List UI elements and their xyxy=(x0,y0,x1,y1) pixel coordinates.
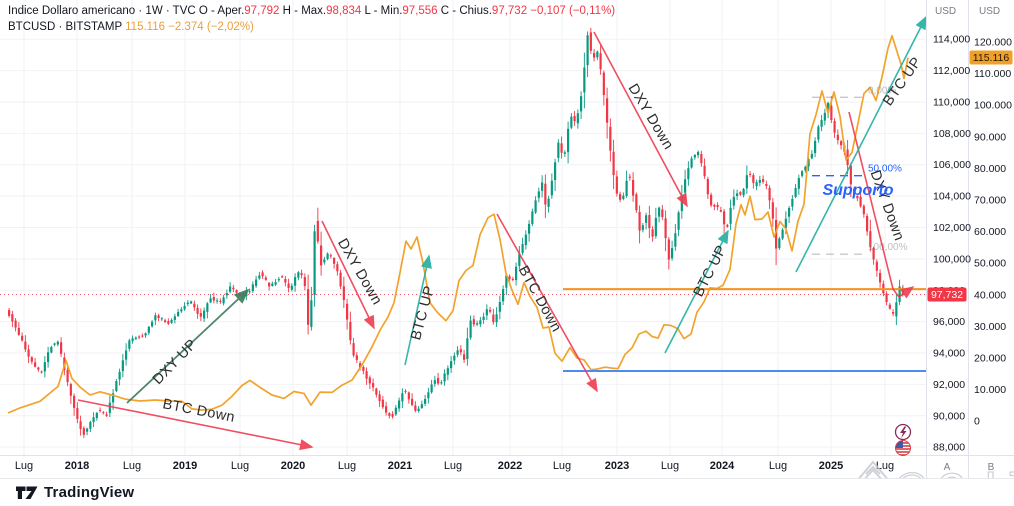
price-tick: 94,000 xyxy=(933,348,965,360)
time-tick: Lug xyxy=(661,460,679,472)
symbol-logos xyxy=(894,423,912,456)
legend-segment: 115.116 xyxy=(125,21,166,33)
legend-segment: −0,107 (−0,11%) xyxy=(527,5,616,17)
tradingview-logo-icon[interactable] xyxy=(16,484,38,501)
price-tick: 102,000 xyxy=(933,222,971,234)
time-tick: Lug xyxy=(444,460,462,472)
time-tick: Lug xyxy=(553,460,571,472)
fib-level-label: 0,00% xyxy=(868,85,896,96)
legend-segment: O - Aper. xyxy=(198,5,245,17)
price-tick: 50.000 xyxy=(974,258,1006,270)
price-tick: 70.000 xyxy=(974,195,1006,207)
legend-segment: −2.374 (−2,02%) xyxy=(165,21,254,33)
legend: Indice Dollaro americano · 1W · TVC O - … xyxy=(8,3,615,35)
price-tick: 112,000 xyxy=(933,65,970,77)
legend-segment: 97,792 xyxy=(244,5,280,17)
bottom-toolbar: TradingView xyxy=(0,478,1014,506)
price-tick: 108,000 xyxy=(933,128,971,140)
scale-a-currency-label: USD xyxy=(935,6,956,17)
price-tick: 40.000 xyxy=(974,289,1006,301)
legend-segment: L - Min. xyxy=(361,5,403,17)
price-tick: 104,000 xyxy=(933,191,971,203)
svg-text:115.116: 115.116 xyxy=(973,52,1010,64)
price-scale-btc[interactable]: USD 120.000 110.000 100.000 90.000 80.000 70.0… xyxy=(969,6,1013,473)
time-tick: Lug xyxy=(231,460,249,472)
price-tick: 106,000 xyxy=(933,159,971,171)
annotation-label[interactable]: Supporto xyxy=(822,182,893,199)
price-tick: 88,000 xyxy=(933,442,965,454)
price-tick: 10.000 xyxy=(974,384,1006,396)
scale-a-id-label[interactable]: A xyxy=(944,462,951,473)
svg-text:97,732: 97,732 xyxy=(931,289,963,301)
price-tick: 80.000 xyxy=(974,163,1006,175)
time-tick: Lug xyxy=(123,460,141,472)
price-tick: 100.000 xyxy=(974,100,1012,112)
us-flag-icon xyxy=(895,440,911,456)
dxy-down-arrow-2025[interactable] xyxy=(848,111,915,299)
scale-b-currency-label: USD xyxy=(979,6,1000,17)
price-tick: 92,000 xyxy=(933,379,965,391)
btc-up-arrow-2023[interactable] xyxy=(664,229,729,354)
time-tick: Lug xyxy=(876,460,894,472)
legend-segment: 98,834 xyxy=(326,5,362,17)
legend-btc-row[interactable]: BTCUSD · BITSTAMP 115.116 −2.374 (−2,02%… xyxy=(8,19,615,35)
price-scale-dxy[interactable]: USD 114,000 112,000 110,000 108,000 106,000 10… xyxy=(927,6,972,473)
time-tick: 2018 xyxy=(65,460,89,472)
price-tick: 110.000 xyxy=(974,68,1011,80)
time-axis[interactable]: Lug 2018 Lug 2019 Lug 2020 Lug 2021 Lug 2022 Lug 20… xyxy=(15,460,894,472)
trend-arrows[interactable] xyxy=(77,15,927,451)
time-tick: 2023 xyxy=(605,460,629,472)
legend-dxy-row[interactable]: Indice Dollaro americano · 1W · TVC O - … xyxy=(8,3,615,19)
legend-segment: C - Chius. xyxy=(437,5,492,17)
dxy-price-badge xyxy=(927,287,967,302)
btcusd-line-series[interactable] xyxy=(7,34,909,414)
time-tick: 2022 xyxy=(498,460,522,472)
scale-b-id-label[interactable]: B xyxy=(988,462,995,473)
btc-up-arrow-2025[interactable] xyxy=(795,15,927,273)
price-tick: 114,000 xyxy=(933,34,970,46)
dxy-down-arrow-2020[interactable] xyxy=(321,220,375,330)
price-tick: 20.000 xyxy=(974,352,1006,364)
btc-price-badge xyxy=(969,50,1013,65)
price-tick: 100,000 xyxy=(933,253,971,265)
grid xyxy=(0,0,926,455)
time-tick: 2021 xyxy=(388,460,412,472)
legend-segment: 97,556 xyxy=(402,5,438,17)
legend-segment: Indice Dollaro americano · 1W · TVC xyxy=(8,5,199,17)
time-tick: 2020 xyxy=(281,460,305,472)
fib-level-label: 100,00% xyxy=(868,242,908,253)
time-tick: 2025 xyxy=(819,460,843,472)
time-tick: 2024 xyxy=(710,460,735,472)
btc-down-arrow-2022[interactable] xyxy=(496,213,598,393)
time-tick: Lug xyxy=(338,460,356,472)
price-tick: 120.000 xyxy=(974,37,1012,49)
price-tick: 60.000 xyxy=(974,226,1006,238)
time-tick: Lug xyxy=(769,460,787,472)
dxy-down-arrow-2023[interactable] xyxy=(593,31,688,208)
time-tick: Lug xyxy=(15,460,33,472)
time-tick: 2019 xyxy=(173,460,197,472)
price-tick: 96,000 xyxy=(933,316,965,328)
dxy-up-arrow-2018[interactable] xyxy=(126,288,250,404)
btc-down-arrow-2018[interactable] xyxy=(77,399,314,451)
price-tick: 90.000 xyxy=(974,131,1006,143)
price-tick: 30.000 xyxy=(974,321,1006,333)
legend-segment: BTCUSD · BITSTAMP xyxy=(8,21,126,33)
tradingview-logo-text[interactable]: TradingView xyxy=(44,484,135,501)
dxy-candlestick-series[interactable] xyxy=(8,27,904,439)
price-tick: 0 xyxy=(974,416,980,428)
btc-up-arrow-2020[interactable] xyxy=(404,254,432,366)
legend-segment: 97,732 xyxy=(491,5,528,17)
price-tick: 90,000 xyxy=(933,410,965,422)
fib-level-label: 50,00% xyxy=(868,164,902,175)
legend-segment: H - Max. xyxy=(279,5,327,17)
price-tick: 110,000 xyxy=(933,96,970,108)
